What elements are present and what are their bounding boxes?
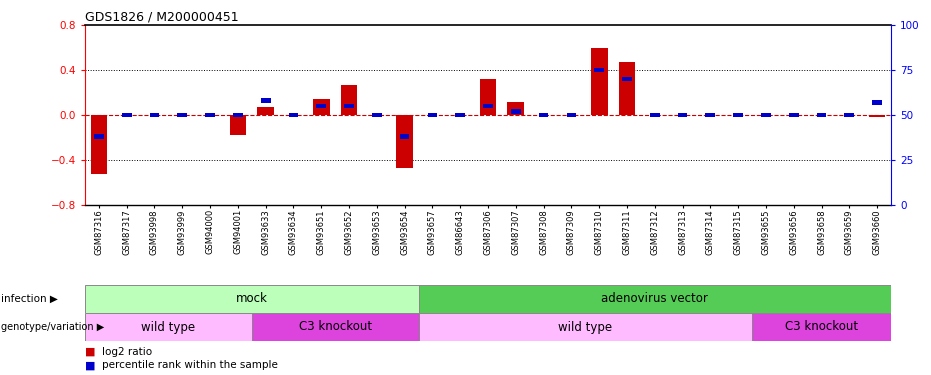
Bar (591, 48, 608, 115)
Bar (761, 113, 771, 117)
Bar (85, 285, 419, 313)
Bar (341, 85, 358, 115)
Bar (178, 113, 187, 117)
Text: C3 knockout: C3 knockout (299, 321, 371, 333)
Text: log2 ratio: log2 ratio (101, 347, 152, 357)
Bar (372, 113, 382, 117)
Text: percentile rank within the sample: percentile rank within the sample (101, 360, 277, 370)
Bar (317, 104, 326, 108)
Bar (419, 285, 891, 313)
Bar (594, 68, 604, 72)
Text: wild type: wild type (559, 321, 613, 333)
Text: mock: mock (236, 292, 268, 306)
Bar (752, 313, 891, 341)
Bar (94, 134, 103, 139)
Bar (230, 115, 246, 135)
Text: infection ▶: infection ▶ (1, 294, 58, 304)
Bar (251, 313, 419, 341)
Text: adenovirus vector: adenovirus vector (601, 292, 708, 306)
Bar (85, 313, 251, 341)
Bar (872, 100, 882, 105)
Bar (289, 113, 298, 117)
Bar (539, 113, 548, 117)
Bar (257, 107, 274, 115)
Text: wild type: wild type (142, 321, 196, 333)
Bar (455, 113, 466, 117)
Bar (734, 113, 743, 117)
Bar (399, 134, 410, 139)
Text: genotype/variation ▶: genotype/variation ▶ (1, 322, 104, 332)
Bar (419, 313, 752, 341)
Bar (483, 104, 492, 108)
Bar (650, 113, 660, 117)
Bar (622, 77, 632, 81)
Bar (816, 113, 827, 117)
Bar (678, 113, 687, 117)
Bar (90, 115, 107, 174)
Text: ■: ■ (85, 360, 99, 370)
Bar (869, 115, 885, 117)
Text: ■: ■ (85, 347, 99, 357)
Bar (507, 102, 524, 115)
Bar (205, 113, 215, 117)
Text: C3 knockout: C3 knockout (785, 321, 858, 333)
Bar (233, 113, 243, 117)
Bar (122, 113, 131, 117)
Bar (706, 113, 715, 117)
Bar (150, 113, 159, 117)
Bar (789, 113, 799, 117)
Bar (261, 98, 271, 103)
Bar (479, 79, 496, 115)
Bar (511, 109, 520, 114)
Bar (844, 113, 854, 117)
Bar (397, 115, 413, 168)
Bar (567, 113, 576, 117)
Bar (344, 104, 354, 108)
Bar (313, 99, 330, 115)
Text: GDS1826 / M200000451: GDS1826 / M200000451 (85, 11, 238, 24)
Bar (427, 113, 438, 117)
Bar (618, 62, 635, 115)
